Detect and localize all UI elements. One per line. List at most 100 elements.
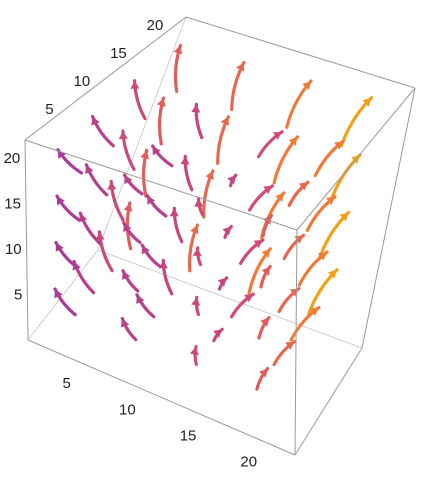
vector-arrow-head — [334, 141, 344, 150]
vector-arrow-head — [192, 247, 202, 257]
vector-arrow — [121, 269, 140, 293]
vector-arrow — [202, 169, 215, 219]
x-tick-label: 10 — [119, 401, 136, 418]
vector-arrow-head — [298, 182, 308, 191]
vector-arrow-head — [120, 318, 130, 328]
vector-arrow — [189, 345, 199, 366]
vector-arrow — [212, 327, 224, 343]
vector-arrow-head — [288, 136, 298, 146]
vector-arrow — [107, 179, 125, 222]
vector-arrow-head — [107, 181, 117, 190]
vector-arrow — [180, 154, 194, 192]
vector-arrow-head — [55, 242, 64, 252]
vector-arrow-head — [95, 231, 105, 241]
vector-arrow-shaft — [328, 153, 362, 204]
vector-arrow — [305, 195, 337, 232]
vector-arrow-head — [253, 240, 263, 249]
vector-arrow — [289, 305, 321, 342]
box-edge-7 — [185, 16, 416, 89]
axis-tick-labels: 5 10 15 20 5 10 15 20 5 10 15 20 — [4, 17, 257, 470]
vector-arrow — [282, 233, 306, 261]
vector-arrow-head — [222, 226, 232, 236]
vector-arrow — [135, 293, 156, 319]
vector-arrow-head — [261, 248, 271, 258]
vector-arrow — [191, 295, 201, 317]
vector-arrow — [157, 96, 166, 146]
vector-arrow — [55, 194, 81, 222]
vector-arrow — [272, 135, 299, 185]
box-edge-5 — [24, 139, 298, 231]
vector-arrow — [313, 139, 345, 178]
bounding-box-back — [27, 16, 363, 349]
vector-arrow-head — [136, 294, 145, 304]
vector-arrow — [122, 221, 142, 244]
vector-arrow-head — [272, 131, 283, 140]
z-tick-label: 5 — [14, 287, 22, 304]
vector-arrow — [120, 316, 138, 342]
vector-arrow — [53, 287, 77, 317]
vector-arrow — [118, 129, 136, 171]
vector-arrow-head — [173, 45, 183, 55]
vector-arrow — [192, 246, 203, 267]
vector-arrow-head — [217, 277, 227, 287]
y-tick-label: 15 — [110, 45, 127, 62]
vector-arrow-head — [244, 294, 254, 303]
box-edge-8 — [24, 16, 187, 141]
x-tick-label: 5 — [63, 375, 71, 392]
vector-arrow-head — [122, 270, 131, 280]
vector-arrow — [90, 114, 115, 148]
bounding-box-front — [24, 16, 416, 456]
vector-arrow — [340, 96, 373, 148]
vector-arrow — [140, 148, 149, 198]
box-edge-4 — [361, 87, 416, 349]
vector-arrow — [257, 130, 284, 159]
vector-arrow — [227, 173, 238, 188]
box-edge-3 — [294, 229, 298, 456]
vector-arrow — [217, 276, 229, 291]
y-tick-label: 5 — [45, 101, 53, 118]
vector-arrow — [54, 241, 79, 270]
vector-arrow — [247, 247, 272, 295]
vector-arrow — [194, 196, 205, 217]
z-tick-label: 20 — [4, 150, 21, 167]
vector-arrow-head — [275, 192, 284, 202]
z-tick-label: 15 — [4, 196, 21, 213]
vector-arrow — [248, 184, 275, 212]
box-edge-1 — [294, 347, 363, 456]
vector-arrow — [272, 340, 297, 367]
vector-arrow — [140, 243, 162, 268]
vector-arrow-head — [339, 212, 349, 222]
vector-arrow-head — [130, 80, 140, 89]
vector-arrow-head — [140, 150, 149, 160]
vector-arrow — [297, 250, 329, 287]
vector-arrow-head — [118, 131, 128, 140]
vector-arrow — [122, 173, 144, 196]
vector-arrow — [230, 61, 246, 112]
box-edge-0 — [27, 339, 296, 456]
vector-arrow — [222, 224, 233, 239]
vector-arrow — [229, 292, 255, 319]
vector-arrow-head — [194, 198, 204, 207]
box-edge-2 — [24, 139, 29, 341]
vector-arrow-head — [54, 289, 63, 299]
vector-arrow-head — [362, 97, 372, 107]
vector-arrow — [317, 210, 351, 261]
vector-arrow-head — [285, 341, 295, 350]
vector-arrow — [259, 265, 272, 289]
vector-arrow — [78, 211, 102, 246]
vector-arrow — [173, 43, 183, 93]
vector-arrow — [216, 115, 230, 165]
vector-arrow-head — [191, 297, 201, 306]
vector-arrow-head — [259, 368, 268, 378]
vector-arrow — [187, 223, 199, 273]
vector-arrow — [191, 102, 204, 140]
vector-arrow-head — [213, 329, 223, 338]
vector-arrow-head — [263, 185, 273, 194]
vector-arrow — [287, 180, 310, 208]
vector-arrow — [257, 316, 271, 340]
vector-arrow-head — [220, 116, 229, 126]
vector-arrow-head — [57, 196, 65, 206]
box-edge-6 — [296, 87, 416, 231]
vector-arrow-head — [157, 98, 166, 107]
